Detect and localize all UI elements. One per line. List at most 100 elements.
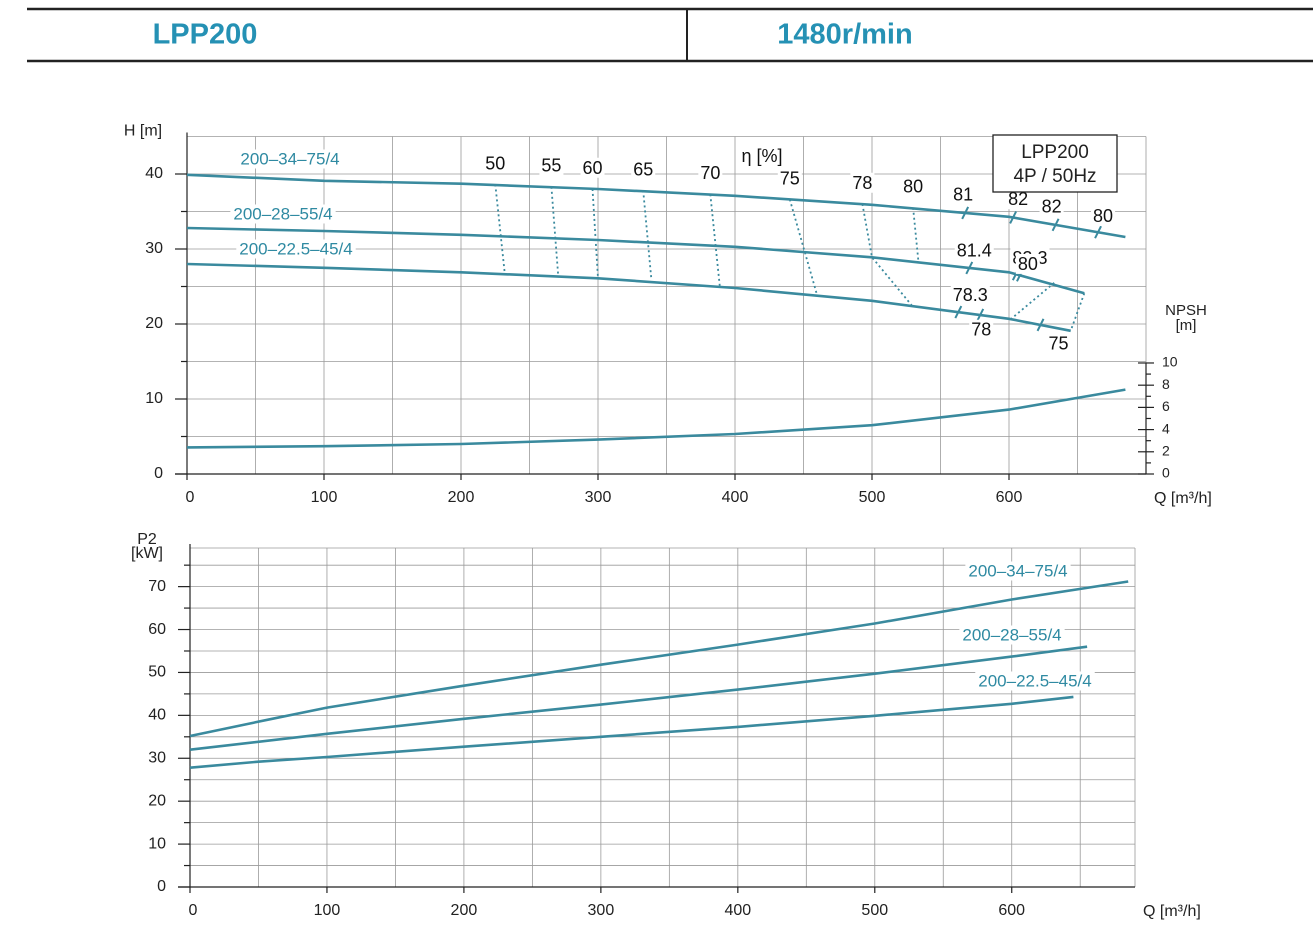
efficiency-mark-label: 82 xyxy=(1008,189,1028,209)
efficiency-label: 80 xyxy=(903,177,923,197)
efficiency-label-bg xyxy=(901,176,926,197)
series-label: 200–28–55/4 xyxy=(233,204,332,223)
efficiency-mark-label-bg xyxy=(1006,189,1031,210)
efficiency-contour xyxy=(494,184,506,274)
efficiency-mark xyxy=(1051,218,1060,232)
series-line xyxy=(189,695,1074,769)
x-tick-label: 500 xyxy=(859,489,886,506)
info-box-text: 4P / 50Hz xyxy=(1013,166,1096,187)
series-label: 200–22.5–45/4 xyxy=(239,239,352,258)
efficiency-mark-label: 82 xyxy=(1042,197,1062,217)
efficiency-mark-label: 80 xyxy=(1093,206,1113,226)
series-label-bg xyxy=(965,561,1071,581)
x-tick-label: 400 xyxy=(724,902,751,919)
efficiency-label: 50 xyxy=(485,153,505,173)
y2-axis-label: NPSH xyxy=(1165,302,1207,319)
efficiency-label: 78 xyxy=(852,173,872,193)
efficiency-mark-label: 81.4 xyxy=(957,241,992,261)
series-line xyxy=(186,173,1126,239)
x-tick-label: 100 xyxy=(314,902,341,919)
eta-label-bg xyxy=(738,145,786,166)
series-label: 200–28–55/4 xyxy=(962,625,1061,644)
efficiency-mark-label: 78 xyxy=(971,320,991,340)
efficiency-mark-label: 81 xyxy=(953,185,973,205)
efficiency-mark-label-bg xyxy=(954,240,994,261)
efficiency-label-bg xyxy=(777,168,802,189)
efficiency-mark xyxy=(1036,318,1045,332)
efficiency-contour xyxy=(861,203,913,306)
efficiency-mark-label-bg xyxy=(1091,205,1116,226)
y-tick-label: 20 xyxy=(145,315,163,332)
efficiency-mark-label-bg xyxy=(950,284,990,305)
efficiency-label: 65 xyxy=(633,159,653,179)
y-tick-label: 0 xyxy=(154,465,163,482)
efficiency-label-bg xyxy=(483,153,508,174)
y-axis-label: H [m] xyxy=(124,123,162,140)
eta-label: η [%] xyxy=(741,146,782,166)
y-tick-label: 20 xyxy=(148,792,166,809)
series-line xyxy=(189,580,1129,738)
y-tick-label: 10 xyxy=(148,835,166,852)
efficiency-contour xyxy=(591,188,599,279)
x-tick-label: 200 xyxy=(448,489,475,506)
x-tick-label: 400 xyxy=(722,489,749,506)
efficiency-contour xyxy=(1009,282,1055,321)
efficiency-label: 55 xyxy=(541,156,561,176)
efficiency-mark-label-bg xyxy=(1046,333,1071,354)
efficiency-mark xyxy=(1094,225,1102,239)
series-label: 200–34–75/4 xyxy=(240,149,339,168)
efficiency-contour xyxy=(788,199,819,296)
series-label: 200–22.5–45/4 xyxy=(978,671,1091,690)
x-tick-label: 500 xyxy=(861,902,888,919)
series-line xyxy=(186,388,1126,449)
efficiency-mark-label-bg xyxy=(1015,253,1040,274)
y-tick-label: 30 xyxy=(145,240,163,257)
efficiency-label: 60 xyxy=(583,158,603,178)
efficiency-contour xyxy=(550,186,560,277)
y-tick-label: 10 xyxy=(145,390,163,407)
x-axis-label: Q [m³/h] xyxy=(1154,490,1212,507)
x-tick-label: 600 xyxy=(996,489,1023,506)
efficiency-label-bg xyxy=(539,155,564,176)
efficiency-mark xyxy=(1009,211,1018,224)
y-tick-label: 40 xyxy=(145,165,163,182)
info-box-text: LPP200 xyxy=(1021,142,1089,163)
y-axis-label: [kW] xyxy=(131,545,163,562)
series-label-bg xyxy=(230,204,336,224)
y2-tick-label: 2 xyxy=(1162,442,1170,458)
series-label-bg xyxy=(959,625,1065,645)
efficiency-mark xyxy=(965,261,974,275)
efficiency-contour xyxy=(642,190,653,280)
efficiency-mark-label-bg xyxy=(969,319,994,340)
y2-axis-label: [m] xyxy=(1176,317,1197,334)
series-line xyxy=(186,262,1071,333)
efficiency-mark-label: 78.3 xyxy=(953,285,988,305)
x-tick-label: 0 xyxy=(189,902,198,919)
header-speed: 1480r/min xyxy=(777,19,912,51)
efficiency-label: 70 xyxy=(700,163,720,183)
efficiency-mark xyxy=(976,308,985,322)
series-label: 200–34–75/4 xyxy=(968,561,1067,580)
y-tick-label: 0 xyxy=(157,878,166,895)
series-label-bg xyxy=(237,149,343,169)
x-tick-label: 300 xyxy=(585,489,612,506)
efficiency-contour xyxy=(912,207,920,264)
y2-tick-label: 8 xyxy=(1162,376,1170,392)
efficiency-contour xyxy=(1069,292,1086,332)
x-tick-label: 100 xyxy=(311,489,338,506)
efficiency-mark xyxy=(961,206,970,220)
series-label-bg xyxy=(975,671,1095,691)
efficiency-mark-label: 75 xyxy=(1048,334,1068,354)
y2-tick-label: 6 xyxy=(1162,398,1170,414)
efficiency-label-bg xyxy=(631,159,656,180)
series-label-bg xyxy=(236,239,356,259)
series-line xyxy=(189,645,1088,751)
y2-tick-label: 10 xyxy=(1162,354,1178,370)
info-box xyxy=(992,134,1118,193)
x-axis-label: Q [m³/h] xyxy=(1143,903,1201,920)
x-tick-label: 300 xyxy=(588,902,615,919)
x-tick-label: 600 xyxy=(998,902,1025,919)
efficiency-label-bg xyxy=(580,157,605,178)
